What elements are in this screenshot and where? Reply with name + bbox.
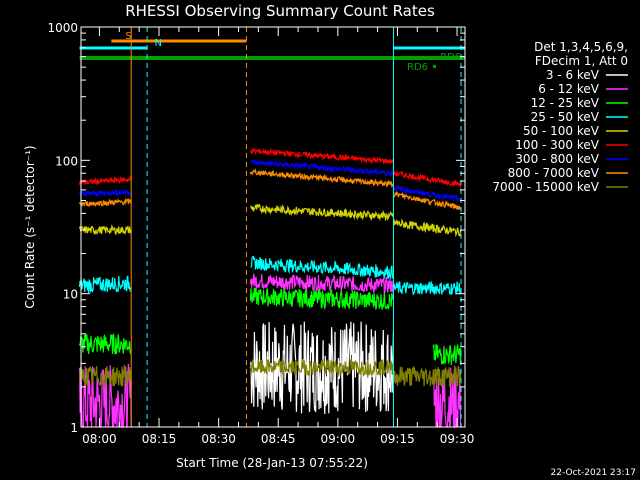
x-tick-label: 09:15 (380, 432, 415, 446)
legend-entry: 800 - 7000 keV (508, 166, 600, 180)
series-trace (78, 197, 132, 208)
series-trace (78, 364, 132, 388)
y-tick-label: 100 (55, 154, 78, 168)
flag-label: RD6 (407, 62, 428, 73)
plot-frame (80, 26, 466, 428)
x-tick-label: 08:45 (261, 432, 296, 446)
series-trace (249, 321, 395, 415)
legend-entry: 12 - 25 keV (531, 96, 600, 110)
legend-header: Det 1,3,4,5,6,9, (534, 40, 628, 54)
legend-entry: 50 - 100 keV (523, 124, 600, 138)
event-lines (130, 27, 462, 427)
legend-entry: 100 - 300 keV (515, 138, 599, 152)
y-tick-label: 10 (63, 288, 78, 302)
flag-label: N (155, 38, 162, 49)
series-trace (249, 287, 395, 311)
legend-entry: 6 - 12 keV (538, 82, 600, 96)
series-trace (78, 275, 132, 294)
flag-marker (433, 65, 436, 68)
x-tick-label: 09:30 (440, 432, 475, 446)
y-axis-label: Count Rate (s⁻¹ detector⁻¹) (23, 145, 37, 308)
series-trace (393, 190, 462, 211)
flag-bars: S N RD6 RD6 (79, 31, 465, 73)
series-trace (392, 184, 462, 203)
series-trace (249, 159, 395, 177)
series-trace (250, 255, 394, 280)
legend-entry: 7000 - 15000 keV (492, 180, 599, 194)
legend-entry: 25 - 50 keV (531, 110, 600, 124)
flag-label: S (125, 31, 131, 42)
legend-entry: 300 - 800 keV (515, 152, 599, 166)
series-trace (392, 218, 462, 238)
series-trace (78, 175, 132, 187)
chart-title: RHESSI Observing Summary Count Rates (125, 2, 435, 20)
y-tick-label: 1 (70, 421, 78, 435)
series-trace (432, 344, 462, 366)
y-tick-label: 1000 (47, 21, 78, 35)
x-tick-label: 08:00 (82, 432, 117, 446)
series-trace (249, 168, 394, 188)
series-layer (78, 147, 462, 429)
legend-entry: 3 - 6 keV (546, 68, 600, 82)
series-trace (78, 333, 132, 355)
series-trace (392, 169, 462, 189)
axes: 1 10 100 1000 08:00 08:15 08:30 08:45 09:00 09:15… (47, 21, 474, 446)
series-trace (392, 280, 462, 295)
series-trace (249, 357, 395, 378)
x-tick-label: 08:30 (201, 432, 236, 446)
series-trace (392, 365, 462, 387)
series-trace (78, 224, 132, 236)
x-axis-label: Start Time (28-Jan-13 07:55:22) (176, 456, 368, 470)
footer-timestamp: 22-Oct-2021 23:17 (551, 468, 636, 478)
series-trace (249, 273, 395, 294)
series-trace (249, 147, 395, 166)
flag-label: RD6 (440, 52, 461, 63)
series-trace (250, 203, 395, 222)
legend-header: FDecim 1, Att 0 (535, 54, 628, 68)
x-tick-label: 09:00 (321, 432, 356, 446)
x-tick-label: 08:15 (142, 432, 177, 446)
series-trace (78, 187, 132, 198)
legend: Det 1,3,4,5,6,9,FDecim 1, Att 03 - 6 keV… (492, 40, 628, 194)
